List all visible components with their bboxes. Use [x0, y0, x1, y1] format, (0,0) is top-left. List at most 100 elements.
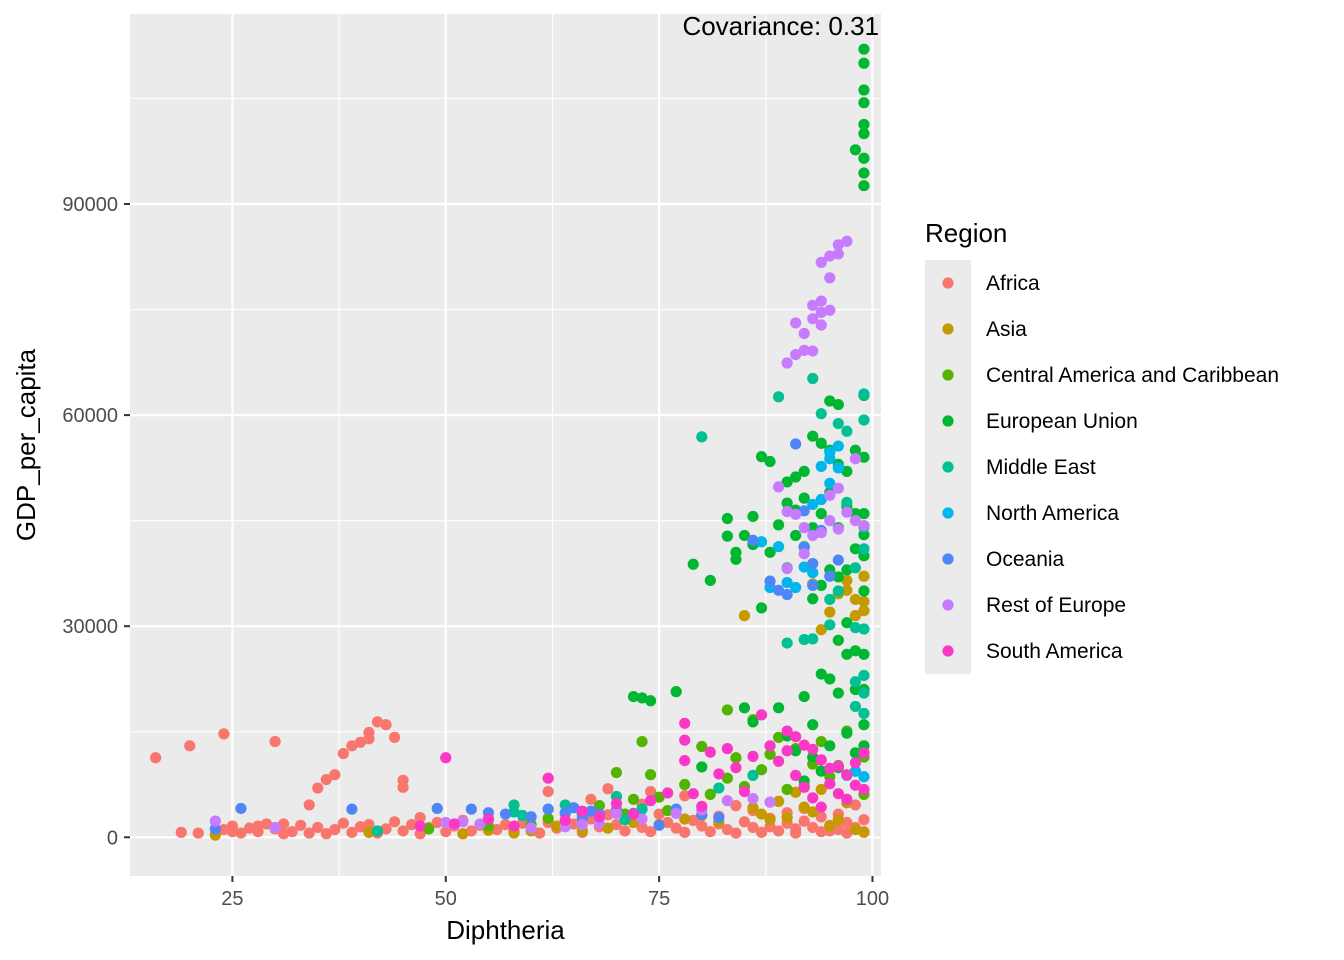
- data-point: [440, 752, 452, 764]
- data-point: [849, 757, 861, 769]
- data-point: [832, 823, 844, 836]
- data-point: [363, 819, 375, 831]
- data-point: [644, 795, 657, 807]
- data-point: [781, 811, 793, 824]
- data-point: [790, 827, 802, 839]
- data-point: [858, 167, 870, 179]
- data-point: [627, 816, 640, 829]
- data-point: [764, 748, 776, 760]
- data-point: [747, 802, 759, 814]
- data-point: [687, 788, 699, 800]
- data-point: [798, 781, 810, 793]
- data-point: [269, 735, 281, 748]
- data-point: [781, 497, 793, 509]
- data-point: [704, 746, 716, 758]
- data-point: [841, 617, 853, 629]
- data-point: [576, 819, 588, 831]
- data-point: [218, 728, 230, 740]
- data-point: [559, 807, 571, 819]
- data-point: [807, 372, 819, 385]
- data-point: [269, 821, 281, 834]
- data-point: [832, 239, 844, 251]
- data-point: [841, 574, 853, 587]
- data-point: [858, 783, 870, 796]
- data-point: [824, 489, 836, 501]
- legend-key-dot: [942, 645, 954, 657]
- data-point: [832, 248, 844, 260]
- data-point: [542, 812, 554, 824]
- data-point: [764, 814, 776, 826]
- data-point: [841, 793, 853, 805]
- legend-label: North America: [986, 502, 1119, 525]
- data-point: [824, 304, 836, 316]
- legend-item: Africa: [942, 272, 1040, 295]
- data-point: [252, 826, 264, 838]
- data-point: [832, 554, 844, 566]
- data-point: [499, 808, 512, 820]
- data-point: [824, 477, 836, 489]
- data-point: [790, 348, 802, 361]
- data-point: [832, 814, 844, 826]
- data-point: [824, 762, 836, 774]
- legend-label: Rest of Europe: [986, 594, 1126, 617]
- data-point: [431, 802, 443, 815]
- data-point: [337, 817, 349, 829]
- data-point: [278, 818, 290, 830]
- data-point: [858, 57, 870, 69]
- data-point: [815, 765, 827, 777]
- data-point: [824, 606, 836, 618]
- data-point: [755, 451, 768, 463]
- data-point: [772, 584, 785, 596]
- data-point: [772, 541, 785, 553]
- data-point: [329, 823, 341, 836]
- data-point: [772, 481, 785, 493]
- data-point: [772, 755, 785, 767]
- data-point: [807, 522, 819, 534]
- data-point: [644, 769, 657, 781]
- data-point: [542, 785, 554, 798]
- data-point: [841, 816, 853, 829]
- data-point: [815, 306, 827, 318]
- data-point: [329, 769, 341, 781]
- data-point: [807, 633, 819, 645]
- data-point: [406, 819, 418, 831]
- legend-key-dot: [942, 461, 954, 473]
- data-point: [542, 772, 554, 784]
- data-point: [798, 633, 810, 646]
- data-point: [260, 818, 273, 830]
- data-point: [764, 740, 776, 752]
- data-point: [150, 752, 162, 764]
- data-point: [815, 811, 827, 823]
- data-point: [653, 808, 665, 820]
- data-point: [790, 769, 802, 781]
- legend-label: European Union: [986, 410, 1138, 433]
- data-point: [841, 727, 853, 739]
- data-point: [772, 825, 785, 837]
- data-point: [397, 825, 409, 837]
- data-point: [738, 702, 751, 714]
- data-point: [414, 828, 426, 840]
- data-point: [619, 814, 631, 826]
- x-tick-label: 50: [435, 888, 457, 910]
- data-point: [499, 819, 512, 831]
- data-point: [730, 752, 742, 764]
- data-point: [704, 826, 716, 838]
- data-point: [670, 807, 682, 819]
- data-point: [841, 465, 853, 477]
- data-point: [807, 299, 819, 311]
- data-point: [644, 695, 657, 707]
- data-point: [491, 823, 503, 836]
- data-point: [636, 803, 648, 815]
- data-point: [320, 773, 332, 786]
- data-point: [858, 687, 870, 699]
- data-point: [679, 754, 691, 767]
- data-point: [858, 519, 870, 532]
- data-point: [798, 505, 810, 517]
- data-point: [602, 809, 614, 821]
- data-point: [807, 743, 819, 755]
- data-point: [644, 785, 657, 798]
- data-point: [798, 327, 810, 340]
- data-point: [841, 564, 853, 576]
- data-point: [636, 813, 648, 825]
